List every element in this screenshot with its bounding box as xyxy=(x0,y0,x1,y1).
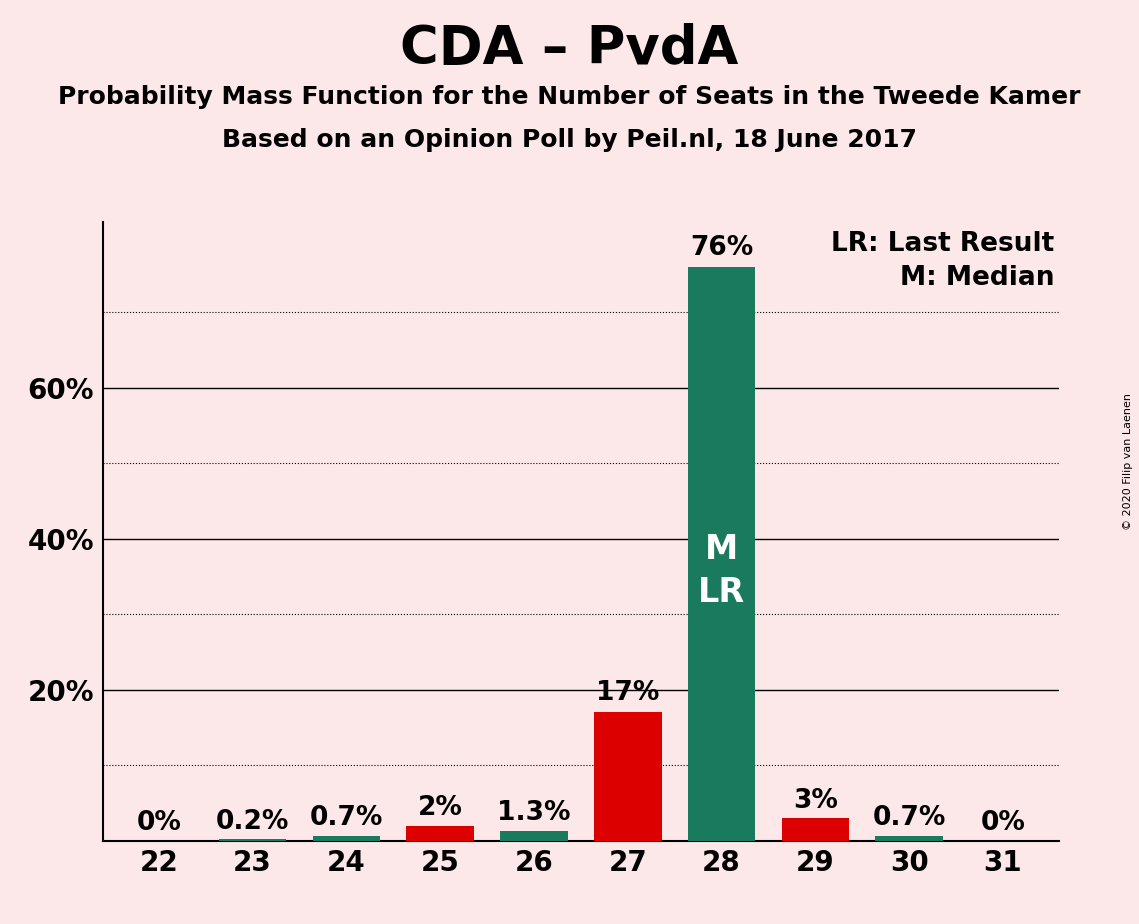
Text: M: Median: M: Median xyxy=(900,265,1055,291)
Bar xyxy=(407,826,474,841)
Text: 0%: 0% xyxy=(981,810,1025,836)
Bar xyxy=(781,818,850,841)
Bar xyxy=(312,835,380,841)
Text: 17%: 17% xyxy=(596,680,659,707)
Text: © 2020 Filip van Laenen: © 2020 Filip van Laenen xyxy=(1123,394,1133,530)
Text: LR: Last Result: LR: Last Result xyxy=(831,231,1055,257)
Text: 76%: 76% xyxy=(690,235,753,261)
Bar xyxy=(219,839,286,841)
Bar xyxy=(688,267,755,841)
Text: 0.7%: 0.7% xyxy=(872,805,945,831)
Bar xyxy=(595,712,662,841)
Text: M
LR: M LR xyxy=(698,533,745,609)
Text: 0.2%: 0.2% xyxy=(216,808,289,834)
Text: 0%: 0% xyxy=(137,810,181,836)
Bar xyxy=(500,831,567,841)
Text: 1.3%: 1.3% xyxy=(498,800,571,826)
Text: Based on an Opinion Poll by Peil.nl, 18 June 2017: Based on an Opinion Poll by Peil.nl, 18 … xyxy=(222,128,917,152)
Text: 3%: 3% xyxy=(793,787,838,814)
Bar xyxy=(876,835,943,841)
Text: Probability Mass Function for the Number of Seats in the Tweede Kamer: Probability Mass Function for the Number… xyxy=(58,85,1081,109)
Text: 0.7%: 0.7% xyxy=(310,805,383,831)
Text: 2%: 2% xyxy=(418,796,462,821)
Text: CDA – PvdA: CDA – PvdA xyxy=(400,23,739,75)
